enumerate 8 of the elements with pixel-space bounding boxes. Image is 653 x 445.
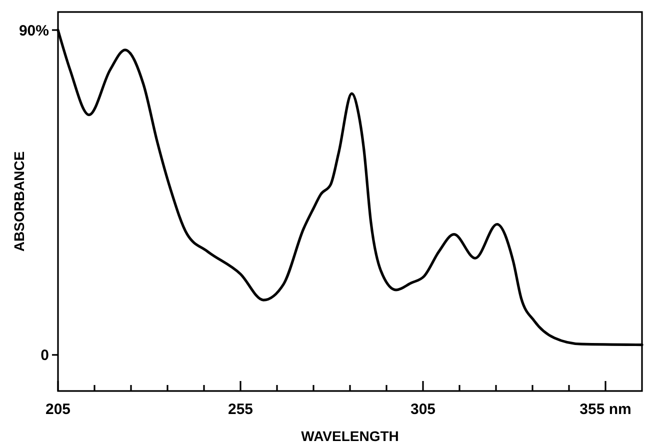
- x-tick-label: 305: [410, 401, 436, 418]
- x-axis-title: WAVELENGTH: [301, 428, 399, 444]
- y-tick-label: 90%: [18, 22, 49, 40]
- y-tick-label: 0: [40, 347, 49, 364]
- x-tick-label: 205: [45, 401, 71, 418]
- y-axis-title: ABSORBANCE: [11, 151, 27, 252]
- x-tick-label: 355 nm: [580, 401, 632, 418]
- x-tick-label: 255: [228, 401, 254, 418]
